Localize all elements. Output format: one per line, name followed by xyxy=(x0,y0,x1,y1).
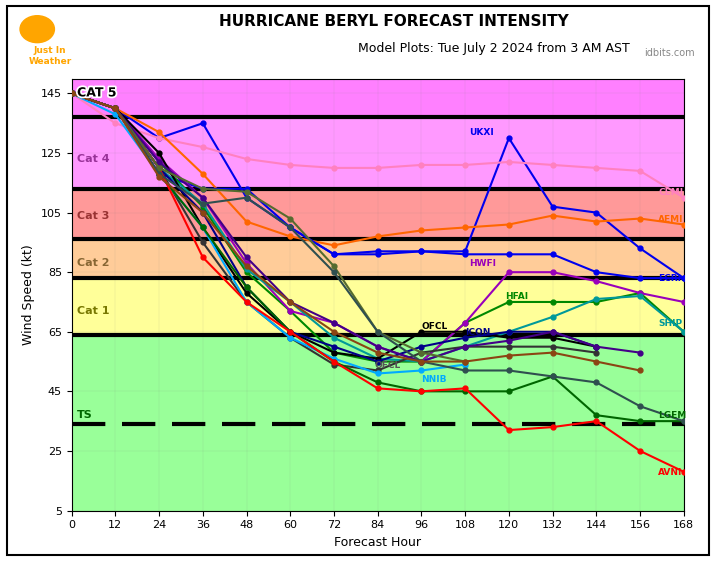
Text: Just In
Weather: Just In Weather xyxy=(29,47,72,66)
Bar xyxy=(72,117,684,188)
Text: ICON: ICON xyxy=(465,328,490,337)
Text: Cat 4: Cat 4 xyxy=(77,154,110,164)
Text: AEMI: AEMI xyxy=(658,214,684,223)
Text: CEMI: CEMI xyxy=(658,188,683,197)
Text: ECRI: ECRI xyxy=(658,274,681,283)
Bar xyxy=(72,240,684,278)
Text: SHIP: SHIP xyxy=(658,319,682,328)
Text: HURRICANE BERYL FORECAST INTENSITY: HURRICANE BERYL FORECAST INTENSITY xyxy=(219,14,569,29)
Bar xyxy=(72,278,684,335)
Text: Cat 1: Cat 1 xyxy=(77,306,110,316)
Text: LGEM: LGEM xyxy=(658,411,687,420)
Text: Model Plots: Tue July 2 2024 from 3 AM AST: Model Plots: Tue July 2 2024 from 3 AM A… xyxy=(358,42,630,55)
Y-axis label: Wind Speed (kt): Wind Speed (kt) xyxy=(22,244,35,345)
Text: TS: TS xyxy=(77,410,93,420)
Bar xyxy=(72,335,684,511)
Text: HWFI: HWFI xyxy=(469,259,495,268)
Text: NNIB: NNIB xyxy=(422,375,447,384)
Text: HFAI: HFAI xyxy=(505,292,528,301)
Text: OFCL: OFCL xyxy=(422,322,448,331)
Bar xyxy=(72,188,684,240)
X-axis label: Forecast Hour: Forecast Hour xyxy=(334,536,421,549)
Text: Cat 3: Cat 3 xyxy=(77,210,110,220)
Circle shape xyxy=(20,16,54,43)
Text: AVNI: AVNI xyxy=(658,468,682,477)
Text: OFCL: OFCL xyxy=(374,361,400,370)
Bar xyxy=(72,79,684,117)
Text: UKXI: UKXI xyxy=(469,128,493,137)
Text: CAT 5: CAT 5 xyxy=(77,86,117,99)
Text: Cat 2: Cat 2 xyxy=(77,258,110,268)
Text: idbits.com: idbits.com xyxy=(644,48,695,58)
